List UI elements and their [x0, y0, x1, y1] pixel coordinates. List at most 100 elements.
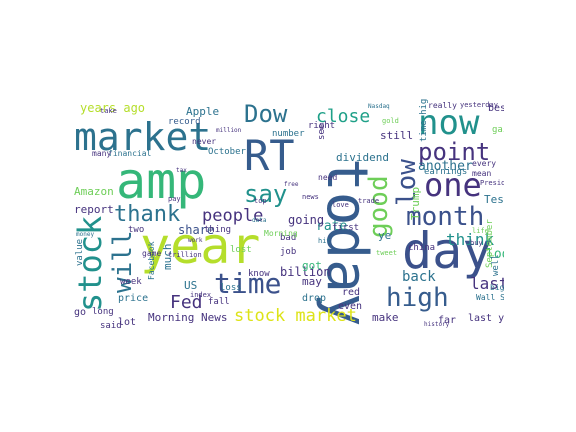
cloud-word: gold: [382, 117, 399, 125]
cloud-word: stock market: [234, 306, 357, 326]
cloud-word: year: [140, 217, 261, 275]
cloud-word: going: [288, 213, 325, 227]
cloud-word: buy: [470, 239, 483, 247]
cloud-word: Apple: [186, 105, 220, 118]
cloud-word: top: [254, 197, 267, 205]
cloud-word: record: [168, 117, 201, 127]
cloud-word: every: [472, 159, 497, 168]
cloud-word: life: [472, 227, 489, 235]
cloud-word: loss: [220, 283, 242, 293]
cloud-word: now: [418, 103, 480, 143]
cloud-word: Trump: [409, 186, 422, 220]
cloud-word: back: [402, 269, 436, 285]
cloud-word: never: [192, 137, 217, 146]
cloud-word: market: [74, 115, 212, 159]
cloud-word: thank: [114, 202, 181, 227]
cloud-word: job: [280, 247, 297, 257]
cloud-word: really: [428, 101, 457, 110]
cloud-word: report: [74, 203, 114, 216]
cloud-word: years ago: [80, 101, 146, 115]
cloud-word: time: [214, 267, 282, 300]
cloud-word: Wall Street: [476, 293, 504, 302]
cloud-word: Amazon: [74, 185, 114, 198]
cloud-word: RT: [244, 131, 295, 180]
cloud-word: last: [470, 274, 504, 293]
cloud-word: financial: [108, 149, 152, 158]
cloud-word: trade: [358, 197, 380, 205]
cloud-word: Tesla: [484, 193, 504, 206]
cloud-word: day: [402, 222, 493, 280]
cloud-word: may: [302, 275, 322, 288]
word-cloud: amp today year market RT day now one stock will ti…: [72, 98, 504, 330]
cloud-word: week: [120, 277, 142, 287]
cloud-word: news: [302, 193, 319, 201]
cloud-word: right: [308, 121, 336, 131]
cloud-word: see: [317, 123, 327, 140]
cloud-word: red: [342, 287, 361, 298]
cloud-word: Morning News: [148, 311, 228, 324]
cloud-word: rate: [316, 219, 348, 234]
cloud-word: people: [202, 206, 264, 226]
cloud-word: lot: [118, 317, 137, 328]
cloud-word: high: [386, 283, 449, 313]
cloud-word: two: [128, 225, 145, 235]
cloud-word: value: [75, 238, 85, 266]
cloud-word: Dow: [244, 100, 288, 128]
cloud-word: china: [408, 243, 436, 253]
cloud-word: make: [372, 311, 399, 324]
cloud-word: US: [184, 279, 198, 292]
cloud-word: tax: [176, 167, 187, 174]
cloud-word: take: [100, 107, 117, 115]
cloud-word: know: [248, 269, 270, 279]
cloud-word: share: [178, 223, 215, 237]
cloud-word: lost: [230, 245, 252, 255]
cloud-word: dividend: [336, 151, 389, 164]
cloud-word: mean: [472, 169, 492, 178]
cloud-word: many: [92, 149, 112, 158]
cloud-word: tweet: [376, 249, 398, 257]
cloud-word: work: [188, 237, 203, 244]
cloud-word: earnings: [424, 167, 468, 177]
cloud-word: bad: [280, 233, 297, 243]
cloud-word: point: [418, 138, 491, 166]
cloud-word: long: [92, 307, 114, 317]
cloud-word: history: [424, 321, 450, 328]
cloud-word: thing: [204, 225, 232, 235]
cloud-word: Morning: [264, 229, 298, 238]
cloud-word: number: [272, 129, 305, 139]
cloud-word: hit: [318, 237, 331, 245]
cloud-word: first: [332, 223, 360, 233]
cloud-word: data: [252, 217, 267, 224]
cloud-word: pay: [168, 195, 181, 203]
cloud-word: love: [332, 201, 349, 209]
cloud-word: money: [76, 231, 95, 238]
cloud-word: amp: [116, 152, 207, 210]
cloud-word: price: [118, 293, 149, 304]
cloud-word: best: [488, 103, 504, 114]
cloud-word: one: [424, 166, 482, 204]
cloud-word: yesterday: [460, 101, 498, 109]
cloud-word: said: [100, 321, 122, 331]
cloud-word: index: [190, 291, 212, 299]
cloud-word: month: [406, 202, 485, 232]
cloud-word: Fed: [170, 292, 203, 313]
cloud-word: trillion: [168, 251, 202, 259]
cloud-word: game: [142, 249, 162, 258]
cloud-word: drop: [302, 293, 327, 304]
cloud-word: think: [446, 230, 495, 249]
cloud-word: need: [318, 173, 338, 182]
cloud-word: free: [284, 181, 299, 188]
cloud-word: President: [480, 179, 504, 187]
cloud-word: Nasdaq: [368, 103, 390, 110]
cloud-word: million: [216, 127, 242, 134]
cloud-word: billion: [280, 265, 331, 279]
cloud-word: even: [338, 301, 363, 312]
cloud-word: another: [418, 159, 473, 174]
cloud-word: go: [74, 307, 87, 318]
cloud-word: close: [316, 106, 371, 127]
cloud-word: still: [380, 129, 414, 142]
cloud-word: October: [208, 147, 246, 157]
cloud-word: got: [302, 259, 322, 272]
cloud-word: well: [491, 254, 501, 276]
cloud-word: big: [490, 283, 504, 292]
